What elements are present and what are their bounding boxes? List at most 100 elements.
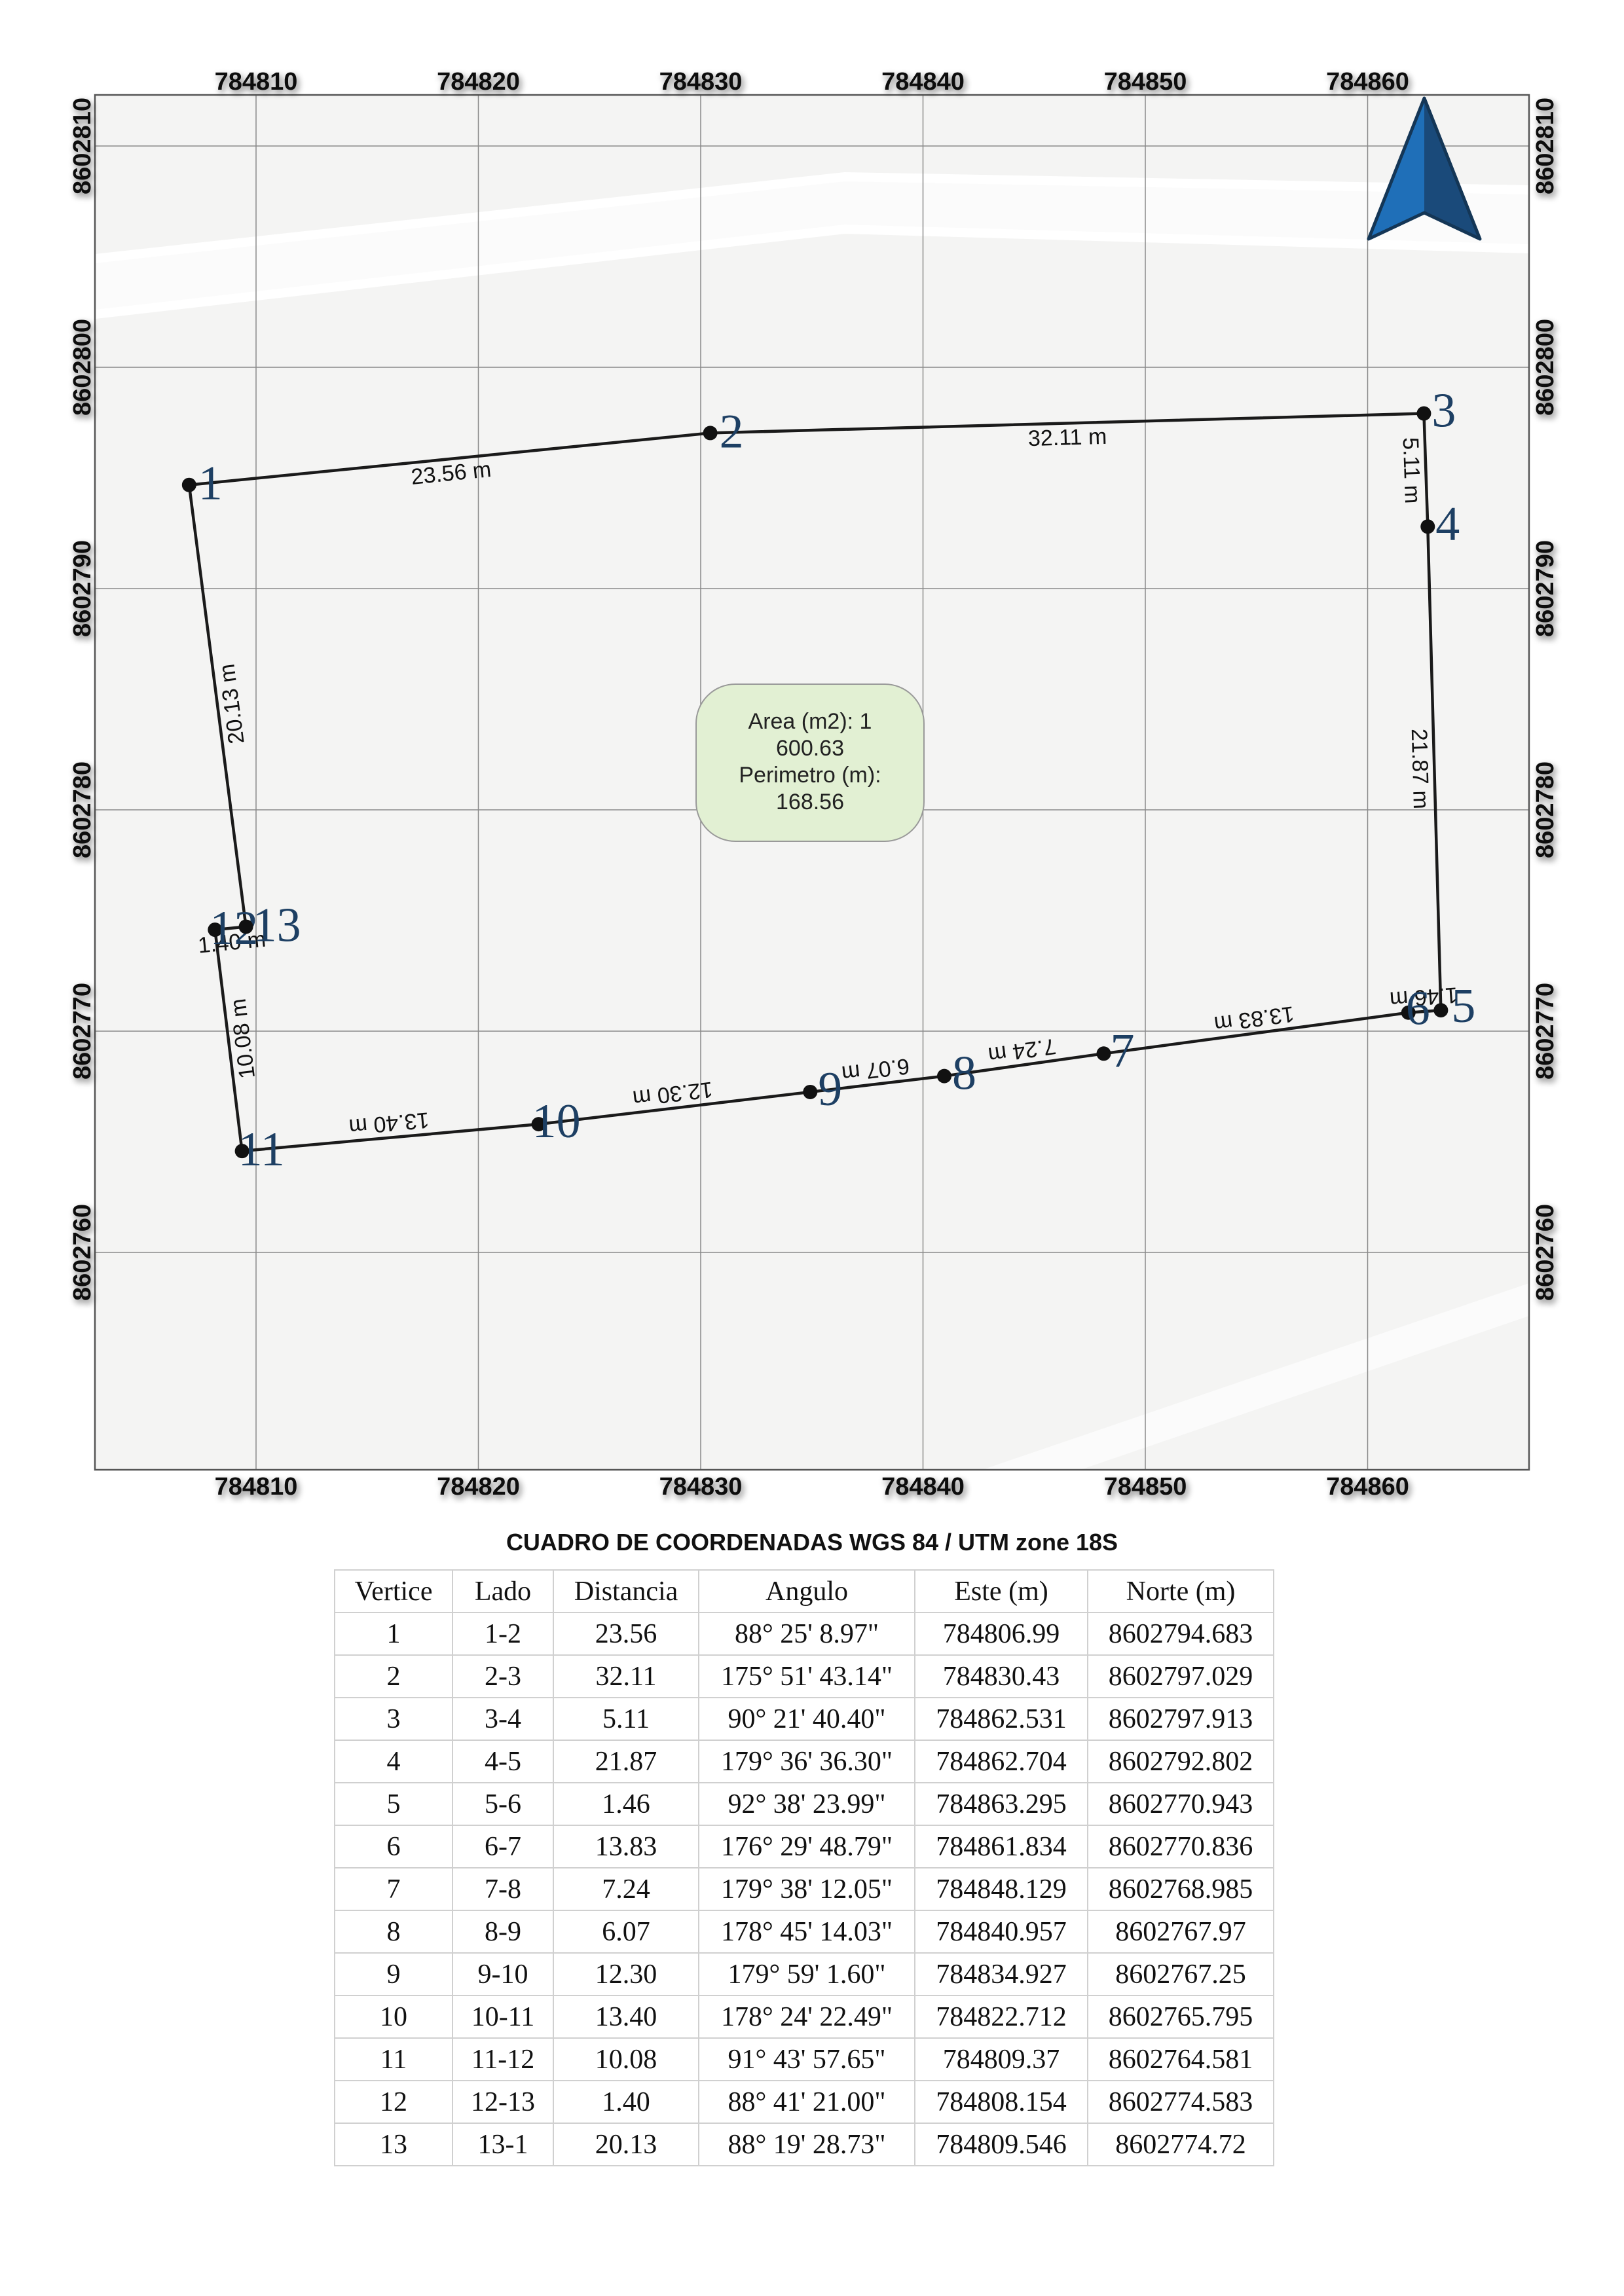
table-cell: 784862.704 bbox=[914, 1740, 1088, 1783]
vertex-marker bbox=[181, 477, 196, 492]
x-tick-label-top: 784850 bbox=[1104, 68, 1187, 96]
table-row: 2 2-3 32.11 175° 51' 43.14" 784830.43 8602797… bbox=[334, 1654, 1274, 1698]
table-cell: 784848.129 bbox=[914, 1867, 1088, 1911]
parcel-polygon: 23.56 m32.11 m 5.11 m21.87 m1.46 m13.83 m… bbox=[181, 384, 1475, 1176]
table-column-header: Distancia bbox=[553, 1569, 699, 1613]
table-cell: 2 bbox=[334, 1654, 453, 1698]
x-tick-label-bottom: 784810 bbox=[215, 1473, 298, 1501]
table-cell: 784862.531 bbox=[914, 1697, 1088, 1741]
table-cell: 8602770.836 bbox=[1087, 1825, 1274, 1868]
table-cell: 8602774.583 bbox=[1087, 2080, 1274, 2124]
table-cell: 8602797.913 bbox=[1087, 1697, 1274, 1741]
x-tick-label-bottom: 784840 bbox=[881, 1473, 965, 1501]
table-title: CUADRO DE COORDENADAS WGS 84 / UTM zone … bbox=[506, 1529, 1118, 1556]
table-cell: 9-10 bbox=[452, 1952, 554, 1996]
table-cell: 784808.154 bbox=[914, 2080, 1088, 2124]
basemap-roads bbox=[95, 172, 1529, 1470]
x-tick-label-bottom: 784830 bbox=[659, 1473, 743, 1501]
table-cell: 5-6 bbox=[452, 1782, 554, 1826]
perimeter-value: 168.56 bbox=[776, 790, 844, 814]
table-row: 11 11-12 10.08 91° 43' 57.65" 784809.37 86027… bbox=[334, 2037, 1274, 2081]
table-column-header: Lado bbox=[452, 1569, 554, 1613]
table-cell: 11 bbox=[334, 2037, 453, 2081]
x-tick-label-bottom: 784850 bbox=[1104, 1473, 1187, 1501]
table-cell: 784834.927 bbox=[914, 1952, 1088, 1996]
table-cell: 4-5 bbox=[452, 1740, 554, 1783]
segment-distance-label: 5.11 m bbox=[1398, 437, 1425, 504]
table-cell: 10 bbox=[334, 1995, 453, 2039]
y-tick-label-left: 8602790 bbox=[69, 540, 96, 637]
table-cell: 13.40 bbox=[553, 1995, 699, 2039]
coordinates-table: Vertice Lado Distancia Angulo Este (m) Norte … bbox=[334, 1569, 1274, 2166]
segment-distance-label: 32.11 m bbox=[1027, 424, 1107, 451]
table-cell: 8602774.72 bbox=[1087, 2123, 1274, 2166]
coordinate-tick-labels: 7848107848107848207848207848307848307848… bbox=[69, 68, 1559, 1501]
table-cell: 11-12 bbox=[452, 2037, 554, 2081]
table-cell: 13 bbox=[334, 2123, 453, 2166]
table-cell: 5.11 bbox=[553, 1697, 699, 1741]
y-tick-label-right: 8602770 bbox=[1532, 983, 1559, 1080]
table-cell: 784822.712 bbox=[914, 1995, 1088, 2039]
table-row: 10 10-11 13.40 178° 24' 22.49" 784822.712 860… bbox=[334, 1995, 1274, 2039]
area-value: 600.63 bbox=[776, 736, 844, 761]
table-cell: 7.24 bbox=[553, 1867, 699, 1911]
table-cell: 1 bbox=[334, 1612, 453, 1656]
table-cell: 784806.99 bbox=[914, 1612, 1088, 1656]
vertex-marker bbox=[1420, 519, 1435, 534]
vertex-marker bbox=[936, 1068, 951, 1084]
table-row: 9 9-10 12.30 179° 59' 1.60" 784834.927 860276… bbox=[334, 1952, 1274, 1996]
table-cell: 23.56 bbox=[553, 1612, 699, 1656]
vertex-label: 13 bbox=[253, 898, 301, 952]
table-cell: 32.11 bbox=[553, 1654, 699, 1698]
vertex-marker bbox=[1401, 1005, 1416, 1020]
table-cell: 3-4 bbox=[452, 1697, 554, 1741]
table-column-header: Norte (m) bbox=[1087, 1569, 1274, 1613]
y-tick-label-right: 8602780 bbox=[1532, 761, 1559, 858]
x-tick-label-bottom: 784860 bbox=[1326, 1473, 1409, 1501]
table-cell: 8602794.683 bbox=[1087, 1612, 1274, 1656]
vertex-label: 6 bbox=[1406, 982, 1430, 1036]
x-tick-label-top: 784810 bbox=[215, 68, 298, 96]
vertex-label: 2 bbox=[720, 405, 744, 458]
table-cell: 179° 59' 1.60" bbox=[698, 1952, 915, 1996]
y-tick-label-left: 8602800 bbox=[69, 319, 96, 416]
table-cell: 92° 38' 23.99" bbox=[698, 1782, 915, 1826]
table-cell: 784830.43 bbox=[914, 1654, 1088, 1698]
table-column-header: Este (m) bbox=[914, 1569, 1088, 1613]
table-cell: 12.30 bbox=[553, 1952, 699, 1996]
table-cell: 91° 43' 57.65" bbox=[698, 2037, 915, 2081]
table-cell: 8602797.029 bbox=[1087, 1654, 1274, 1698]
table-cell: 784840.957 bbox=[914, 1910, 1088, 1954]
vertex-label: 9 bbox=[818, 1063, 842, 1116]
area-info-box: Area (m2): 1 600.63 Perimetro (m): 168.5… bbox=[695, 683, 925, 842]
table-row: 13 13-1 20.13 88° 19' 28.73" 784809.546 86027… bbox=[334, 2123, 1274, 2166]
vertex-label: 8 bbox=[952, 1047, 976, 1101]
y-tick-label-left: 8602810 bbox=[69, 98, 96, 194]
vertex-marker bbox=[1416, 406, 1431, 421]
vertex-marker bbox=[1433, 1003, 1449, 1018]
table-cell: 179° 38' 12.05" bbox=[698, 1867, 915, 1911]
table-cell: 88° 41' 21.00" bbox=[698, 2080, 915, 2124]
table-cell: 90° 21' 40.40" bbox=[698, 1697, 915, 1741]
table-row: 7 7-8 7.24 179° 38' 12.05" 784848.129 8602768… bbox=[334, 1867, 1274, 1911]
table-cell: 8602767.97 bbox=[1087, 1910, 1274, 1954]
table-cell: 12-13 bbox=[452, 2080, 554, 2124]
y-tick-label-right: 8602790 bbox=[1532, 540, 1559, 637]
vertex-label: 7 bbox=[1110, 1024, 1134, 1078]
table-cell: 12 bbox=[334, 2080, 453, 2124]
survey-map: 7848107848107848207848207848307848307848… bbox=[69, 68, 1559, 1501]
table-cell: 1-2 bbox=[452, 1612, 554, 1656]
table-cell: 21.87 bbox=[553, 1740, 699, 1783]
vertex-label: 1 bbox=[198, 457, 223, 511]
table-cell: 8602765.795 bbox=[1087, 1995, 1274, 2039]
table-cell: 178° 24' 22.49" bbox=[698, 1995, 915, 2039]
table-body: 1 1-2 23.56 88° 25' 8.97" 784806.99 8602794.6… bbox=[334, 1612, 1274, 2166]
table-header-row: Vertice Lado Distancia Angulo Este (m) Norte … bbox=[334, 1569, 1274, 1613]
vertex-marker bbox=[803, 1084, 818, 1099]
table-cell: 4 bbox=[334, 1740, 453, 1783]
table-row: 8 8-9 6.07 178° 45' 14.03" 784840.957 8602767… bbox=[334, 1910, 1274, 1954]
vertex-label: 5 bbox=[1451, 979, 1475, 1033]
area-label: Area (m2): 1 bbox=[748, 709, 872, 734]
table-cell: 8602768.985 bbox=[1087, 1867, 1274, 1911]
table-row: 12 12-13 1.40 88° 41' 21.00" 784808.154 86027… bbox=[334, 2080, 1274, 2124]
